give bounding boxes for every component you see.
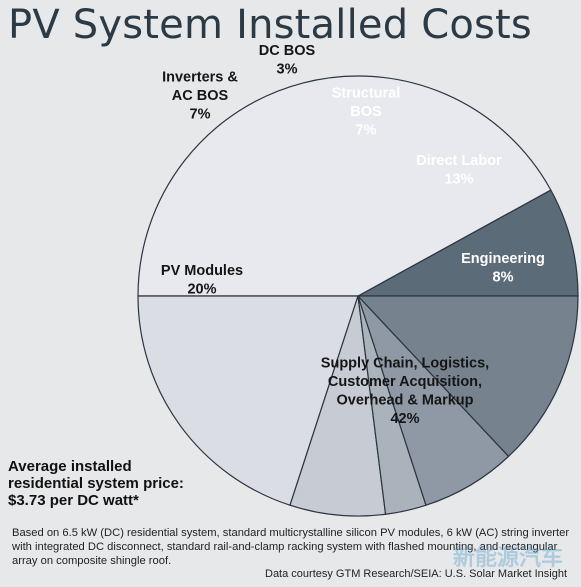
slice-label-line: 7% [356, 123, 377, 139]
slice-label-line: DC BOS [259, 43, 316, 59]
slice-label-line: AC BOS [172, 88, 229, 104]
slice-label-4: DC BOS 3% [259, 43, 316, 78]
footnote: Based on 6.5 kW (DC) residential system,… [12, 527, 570, 567]
slice-label-0: Engineering 8% [461, 251, 545, 286]
slice-label-line: 7% [190, 107, 211, 123]
average-price: Average installed residential system pri… [8, 458, 184, 509]
slice-label-line: Engineering [461, 251, 545, 267]
slice-label-line: 42% [390, 411, 419, 427]
pie-slice-supply-chain-logistics-customer-acquisition-overhead-markup [137, 75, 552, 297]
chart-title: PV System Installed Costs [8, 2, 532, 48]
slice-label-line: Customer Acquisition, [328, 374, 482, 390]
slice-label-6: Direct Labor 13% [416, 153, 502, 188]
pie-slice-pv-modules [137, 295, 359, 506]
slice-label-line: 3% [277, 61, 298, 77]
average-price-line-1: Average installed [8, 458, 132, 475]
pie-slice-direct-labor [356, 295, 579, 458]
slice-label-1: Supply Chain, Logistics, Customer Acquisi… [321, 355, 489, 427]
slice-label-line: PV Modules [161, 263, 243, 279]
slice-label-line: 8% [493, 269, 514, 285]
slice-label-line: 20% [187, 281, 216, 297]
watermark: 新能源汽车 [452, 546, 563, 571]
slice-label-line: Overhead & Markup [337, 392, 474, 408]
slice-label-5: Structural BOS 7% [332, 86, 401, 139]
average-price-line-2: residential system price: [8, 475, 184, 492]
slice-label-line: Inverters & [162, 70, 238, 86]
average-price-line-3: $3.73 per DC watt* [8, 492, 139, 509]
slice-label-line: Structural [332, 86, 401, 102]
slice-label-line: Direct Labor [416, 153, 502, 169]
slice-label-line: Supply Chain, Logistics, [321, 355, 489, 371]
pie-slice-engineering [357, 189, 579, 297]
slice-label-line: BOS [350, 104, 382, 120]
data-credit: Data courtesy GTM Research/SEIA: U.S. So… [265, 568, 567, 580]
slice-label-2: PV Modules 20% [161, 263, 243, 298]
slice-label-line: 13% [444, 171, 473, 187]
slice-label-3: Inverters & AC BOS 7% [162, 70, 238, 123]
